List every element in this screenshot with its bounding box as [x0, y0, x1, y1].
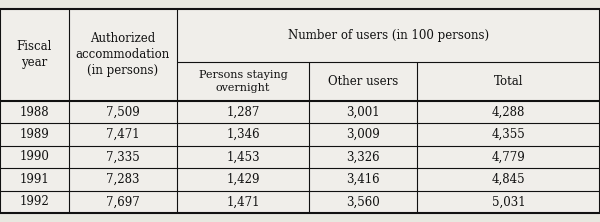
Text: 3,001: 3,001 [346, 105, 380, 119]
Text: 1989: 1989 [20, 128, 49, 141]
Text: 1,287: 1,287 [226, 105, 260, 119]
Text: 1991: 1991 [20, 173, 49, 186]
Text: Total: Total [494, 75, 523, 88]
Text: 7,509: 7,509 [106, 105, 140, 119]
Text: 1990: 1990 [20, 151, 49, 163]
Text: 1,471: 1,471 [226, 195, 260, 208]
Text: Other users: Other users [328, 75, 398, 88]
Text: 4,288: 4,288 [492, 105, 525, 119]
Text: 7,335: 7,335 [106, 151, 140, 163]
Text: 1,429: 1,429 [226, 173, 260, 186]
Text: 7,697: 7,697 [106, 195, 140, 208]
Text: 4,355: 4,355 [491, 128, 526, 141]
Text: 7,471: 7,471 [106, 128, 140, 141]
Text: 7,283: 7,283 [106, 173, 140, 186]
Text: 5,031: 5,031 [491, 195, 526, 208]
Text: 1,453: 1,453 [226, 151, 260, 163]
Text: 1,346: 1,346 [226, 128, 260, 141]
Text: Persons staying
overnight: Persons staying overnight [199, 70, 287, 93]
Text: 1988: 1988 [20, 105, 49, 119]
Text: Number of users (in 100 persons): Number of users (in 100 persons) [288, 29, 489, 42]
Text: 3,416: 3,416 [346, 173, 380, 186]
Text: 4,845: 4,845 [491, 173, 526, 186]
Text: 4,779: 4,779 [491, 151, 526, 163]
Text: 3,560: 3,560 [346, 195, 380, 208]
Text: 3,009: 3,009 [346, 128, 380, 141]
Text: Authorized
accommodation
(in persons): Authorized accommodation (in persons) [76, 32, 170, 77]
Text: Fiscal
year: Fiscal year [17, 40, 52, 69]
Text: 1992: 1992 [20, 195, 49, 208]
Text: 3,326: 3,326 [346, 151, 380, 163]
